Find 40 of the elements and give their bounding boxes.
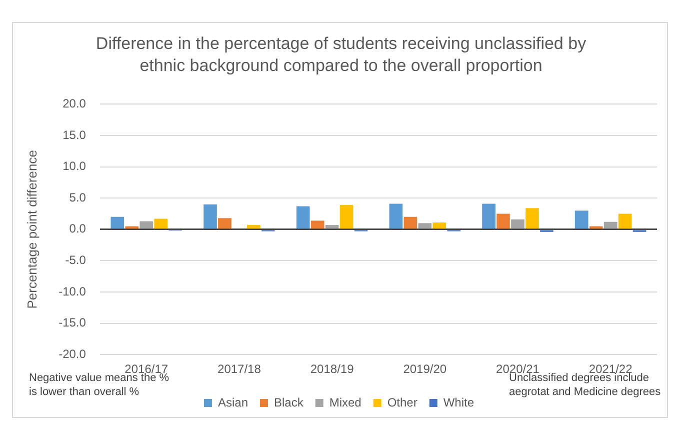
- bar: [526, 208, 539, 229]
- bar: [404, 216, 418, 229]
- y-axis-title: Percentage point difference: [24, 150, 40, 309]
- bar: [496, 214, 510, 229]
- bar: [389, 204, 403, 229]
- bar: [247, 225, 260, 229]
- y-tick-label: 20.0: [62, 96, 86, 111]
- y-tick-label: -10.0: [58, 284, 86, 298]
- chart-title: Difference in the percentage of students receiving unclassified by ethnic background compared to the overall proportion: [94, 33, 588, 77]
- x-tick-label: 2019/20: [403, 362, 447, 376]
- legend-label: Mixed: [329, 395, 362, 410]
- bar: [204, 204, 217, 229]
- bar: [511, 219, 524, 229]
- bar: [482, 204, 496, 229]
- bar: [604, 222, 618, 229]
- bar: [325, 225, 339, 229]
- legend-label: Black: [274, 395, 304, 410]
- bar: [574, 210, 588, 229]
- bar: [432, 222, 446, 229]
- bar: [110, 216, 124, 229]
- y-tick-label: 0.0: [69, 222, 86, 236]
- bar: [310, 220, 324, 229]
- x-tick-label: 2018/19: [310, 362, 354, 376]
- x-tick-label: 2017/18: [218, 362, 262, 376]
- legend-label: Other: [387, 395, 418, 410]
- bar: [340, 204, 354, 229]
- legend-label: White: [443, 395, 474, 410]
- bar: [218, 218, 232, 229]
- bar: [296, 206, 310, 229]
- bar: [154, 218, 168, 229]
- legend-label: Asian: [218, 395, 248, 410]
- bar: [418, 223, 432, 229]
- y-tick-label: 5.0: [69, 190, 86, 204]
- y-tick-label: -5.0: [65, 253, 86, 268]
- y-tick-label: 10.0: [62, 159, 86, 174]
- y-tick-label: -15.0: [58, 316, 86, 330]
- y-tick-label: 15.0: [62, 128, 86, 142]
- bar: [618, 214, 632, 229]
- y-tick-label: -20.0: [58, 346, 86, 361]
- bar: [140, 221, 154, 229]
